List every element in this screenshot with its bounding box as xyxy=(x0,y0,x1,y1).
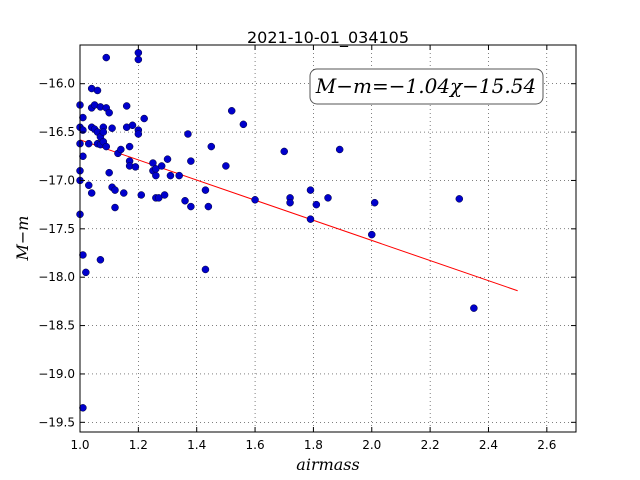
data-point xyxy=(368,230,376,239)
data-point xyxy=(470,304,478,312)
data-point xyxy=(105,108,113,117)
axis-ticks xyxy=(79,45,576,432)
data-point xyxy=(85,181,93,190)
equation-annotation: M−m=−1.04χ−15.54 xyxy=(309,68,544,105)
data-point xyxy=(117,145,125,154)
data-point xyxy=(128,121,137,130)
data-point xyxy=(120,189,128,197)
data-point xyxy=(207,142,216,151)
data-point xyxy=(187,157,195,165)
axis-tick-labels: 1.0 1.2 1.4 1.6 1.8 2.0 2.2 2.4 2.6 −16.0 −16.5 −17… xyxy=(38,77,556,452)
data-point xyxy=(82,268,90,277)
data-point xyxy=(79,251,87,259)
data-point xyxy=(99,128,108,136)
data-point xyxy=(201,186,210,194)
x-tick-label: 1.4 xyxy=(187,438,206,452)
data-points xyxy=(76,48,478,412)
data-point xyxy=(163,155,172,163)
x-tick-label: 2.4 xyxy=(479,438,498,452)
data-point xyxy=(201,265,210,274)
y-tick-label: −18.0 xyxy=(38,270,75,284)
data-point xyxy=(251,196,259,204)
data-point xyxy=(157,162,166,170)
data-point xyxy=(324,194,332,202)
data-point xyxy=(280,147,288,156)
data-point xyxy=(181,197,189,205)
data-point xyxy=(175,171,183,180)
data-point xyxy=(222,162,230,170)
data-point xyxy=(125,142,134,151)
data-point xyxy=(79,152,87,161)
plot-frame xyxy=(79,44,577,433)
data-point xyxy=(96,256,105,264)
data-point xyxy=(184,130,192,138)
x-tick-label: 1.6 xyxy=(246,438,265,452)
data-point xyxy=(239,120,248,129)
x-tick-label: 1.8 xyxy=(304,438,323,452)
chart-title: 2021-10-01_034105 xyxy=(247,28,409,48)
data-point xyxy=(134,48,143,57)
data-point xyxy=(166,171,175,180)
y-tick-label: −18.5 xyxy=(38,319,75,333)
x-tick-label: 2.0 xyxy=(362,438,381,452)
data-point xyxy=(335,145,344,154)
data-point xyxy=(312,200,321,209)
data-point xyxy=(286,198,294,207)
data-point xyxy=(140,114,148,123)
data-point xyxy=(111,186,119,194)
data-point xyxy=(131,163,140,171)
data-point xyxy=(79,404,87,412)
x-tick-label: 1.2 xyxy=(129,438,148,452)
x-tick-label: 1.0 xyxy=(70,438,89,452)
data-point xyxy=(134,130,143,138)
y-tick-label: −17.5 xyxy=(38,222,75,236)
data-point xyxy=(87,189,96,197)
y-tick-label: −19.5 xyxy=(38,415,75,429)
data-point xyxy=(85,139,93,148)
annotation-text: M−m=−1.04χ−15.54 xyxy=(315,74,536,98)
data-point xyxy=(227,107,236,115)
x-tick-label: 2.6 xyxy=(537,438,556,452)
data-point xyxy=(108,124,116,132)
y-tick-label: −16.5 xyxy=(38,125,75,139)
data-point xyxy=(160,191,169,199)
data-point xyxy=(122,102,131,110)
data-point xyxy=(204,202,213,211)
data-point xyxy=(455,195,464,203)
data-point xyxy=(102,142,111,151)
data-point xyxy=(111,203,119,212)
data-point xyxy=(79,113,87,122)
data-point xyxy=(306,186,315,194)
data-point xyxy=(152,171,160,180)
data-point xyxy=(306,215,315,223)
data-point xyxy=(93,86,102,95)
data-point xyxy=(187,202,195,211)
data-point xyxy=(134,55,143,64)
data-point xyxy=(137,191,146,199)
y-axis-label: M−m xyxy=(13,216,32,262)
x-axis-label: airmass xyxy=(296,455,359,474)
annotation-box xyxy=(309,68,544,105)
data-point xyxy=(105,168,113,177)
x-tick-label: 2.2 xyxy=(421,438,440,452)
data-point xyxy=(102,53,111,62)
data-point xyxy=(370,198,379,207)
grid-lines xyxy=(79,45,576,432)
y-tick-label: −17.0 xyxy=(38,173,75,187)
y-tick-label: −16.0 xyxy=(38,77,75,91)
y-tick-label: −19.0 xyxy=(38,367,75,381)
